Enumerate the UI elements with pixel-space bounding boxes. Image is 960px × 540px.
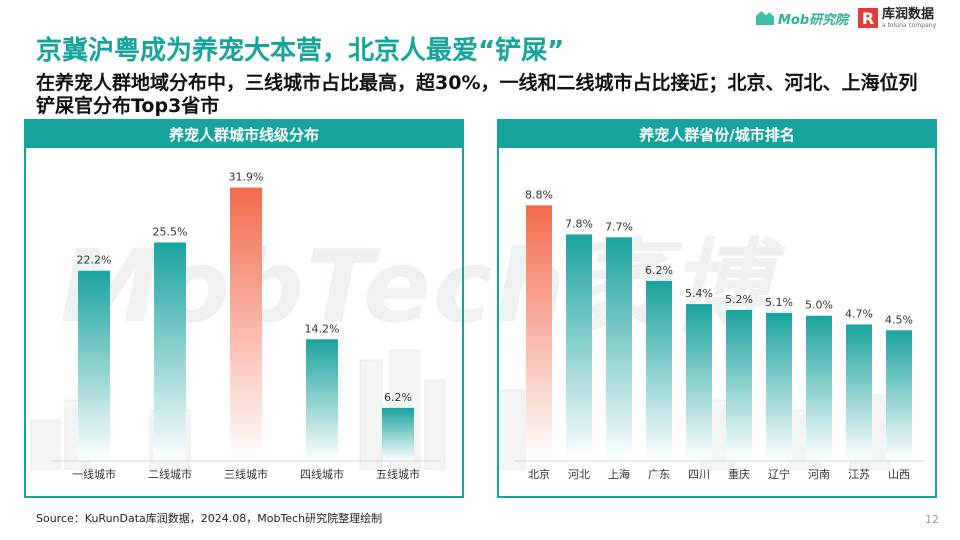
- bar-二线城市: [154, 242, 186, 461]
- data-label-二线城市: 25.5%: [153, 225, 188, 238]
- bar-四线城市: [306, 339, 338, 461]
- mob-logo-text: Mob研究院: [778, 12, 849, 28]
- page-title: 京冀沪粤成为养宠大本营，北京人最爱“铲屎”: [36, 36, 565, 66]
- data-label-一线城市: 22.2%: [77, 254, 112, 267]
- tick-label-五线城市: 五线城市: [376, 467, 420, 481]
- tick-label-上海: 上海: [608, 467, 630, 481]
- bar-上海: [606, 237, 632, 461]
- tick-label-一线城市: 一线城市: [72, 467, 116, 481]
- tick-label-山西: 山西: [888, 468, 910, 481]
- bar-五线城市: [382, 407, 414, 461]
- source-note: Source：KuRunData库润数据，2024.08，MobTech研究院整…: [36, 512, 383, 525]
- kurun-logo-subtext: a toluna company: [882, 21, 937, 29]
- city-tier-panel: 养宠人群城市线级分布 22.2% 一线城市 25.5% 二线城市 31.9% 三线城市 14…: [24, 119, 464, 498]
- data-label-江苏: 4.7%: [845, 307, 873, 320]
- tick-label-四线城市: 四线城市: [300, 467, 344, 481]
- data-label-辽宁: 5.1%: [765, 296, 793, 309]
- data-label-河南: 5.0%: [805, 299, 833, 312]
- tick-label-北京: 北京: [528, 467, 550, 481]
- tick-label-广东: 广东: [648, 468, 670, 481]
- tick-label-重庆: 重庆: [728, 467, 750, 481]
- data-label-重庆: 5.2%: [725, 293, 753, 306]
- kurun-logo: R 库润数据 a toluna company: [858, 6, 936, 30]
- data-label-四川: 5.4%: [685, 287, 713, 300]
- bar-北京: [526, 205, 552, 461]
- kurun-r-icon: R: [858, 8, 878, 28]
- province-ranking-chart-title: 养宠人群省份/城市排名: [499, 121, 935, 148]
- data-label-北京: 8.8%: [525, 188, 553, 201]
- tick-label-河北: 河北: [568, 468, 590, 481]
- mob-mountain-icon: [756, 11, 774, 25]
- bar-河南: [806, 315, 832, 461]
- bar-重庆: [726, 309, 752, 461]
- bar-四川: [686, 304, 712, 461]
- tick-label-三线城市: 三线城市: [224, 467, 268, 481]
- page-number: 12: [925, 513, 939, 526]
- kurun-logo-text: 库润数据: [882, 6, 935, 22]
- data-label-山西: 4.5%: [885, 313, 913, 326]
- data-label-广东: 6.2%: [645, 264, 673, 277]
- tick-label-二线城市: 二线城市: [148, 467, 192, 481]
- bar-江苏: [846, 324, 872, 461]
- tick-label-辽宁: 辽宁: [768, 467, 790, 481]
- mob-logo: Mob研究院: [756, 6, 848, 30]
- bar-辽宁: [766, 312, 792, 461]
- city-tier-bar-chart: 22.2% 一线城市 25.5% 二线城市 31.9% 三线城市 14.2% 四线城市 6.2%…: [51, 171, 441, 481]
- bar-广东: [646, 280, 672, 461]
- data-label-五线城市: 6.2%: [384, 391, 412, 404]
- page-subtitle: 在养宠人群地域分布中，三线城市占比最高，超30%，一线和二线城市占比接近；北京、…: [36, 72, 918, 117]
- tick-label-江苏: 江苏: [848, 468, 870, 481]
- city-tier-chart-title: 养宠人群城市线级分布: [26, 121, 462, 148]
- tick-label-河南: 河南: [808, 468, 830, 481]
- bar-三线城市: [230, 187, 262, 462]
- bar-一线城市: [78, 270, 110, 461]
- data-label-河北: 7.8%: [565, 217, 593, 230]
- province-ranking-bar-chart: 8.8% 北京 7.8% 河北 7.7% 上海 6.2% 广东 5.4% 四川 5.2% 重庆 5.1%…: [514, 188, 924, 481]
- data-label-上海: 7.7%: [605, 220, 633, 233]
- data-label-四线城市: 14.2%: [305, 322, 340, 335]
- province-ranking-panel: 养宠人群省份/城市排名 8.8% 北京 7.8% 河北 7.7% 上海 6.2% 广东 5.4%…: [497, 119, 937, 498]
- bar-山西: [886, 330, 912, 461]
- tick-label-四川: 四川: [688, 468, 710, 481]
- bar-河北: [566, 234, 592, 461]
- data-label-三线城市: 31.9%: [229, 171, 264, 184]
